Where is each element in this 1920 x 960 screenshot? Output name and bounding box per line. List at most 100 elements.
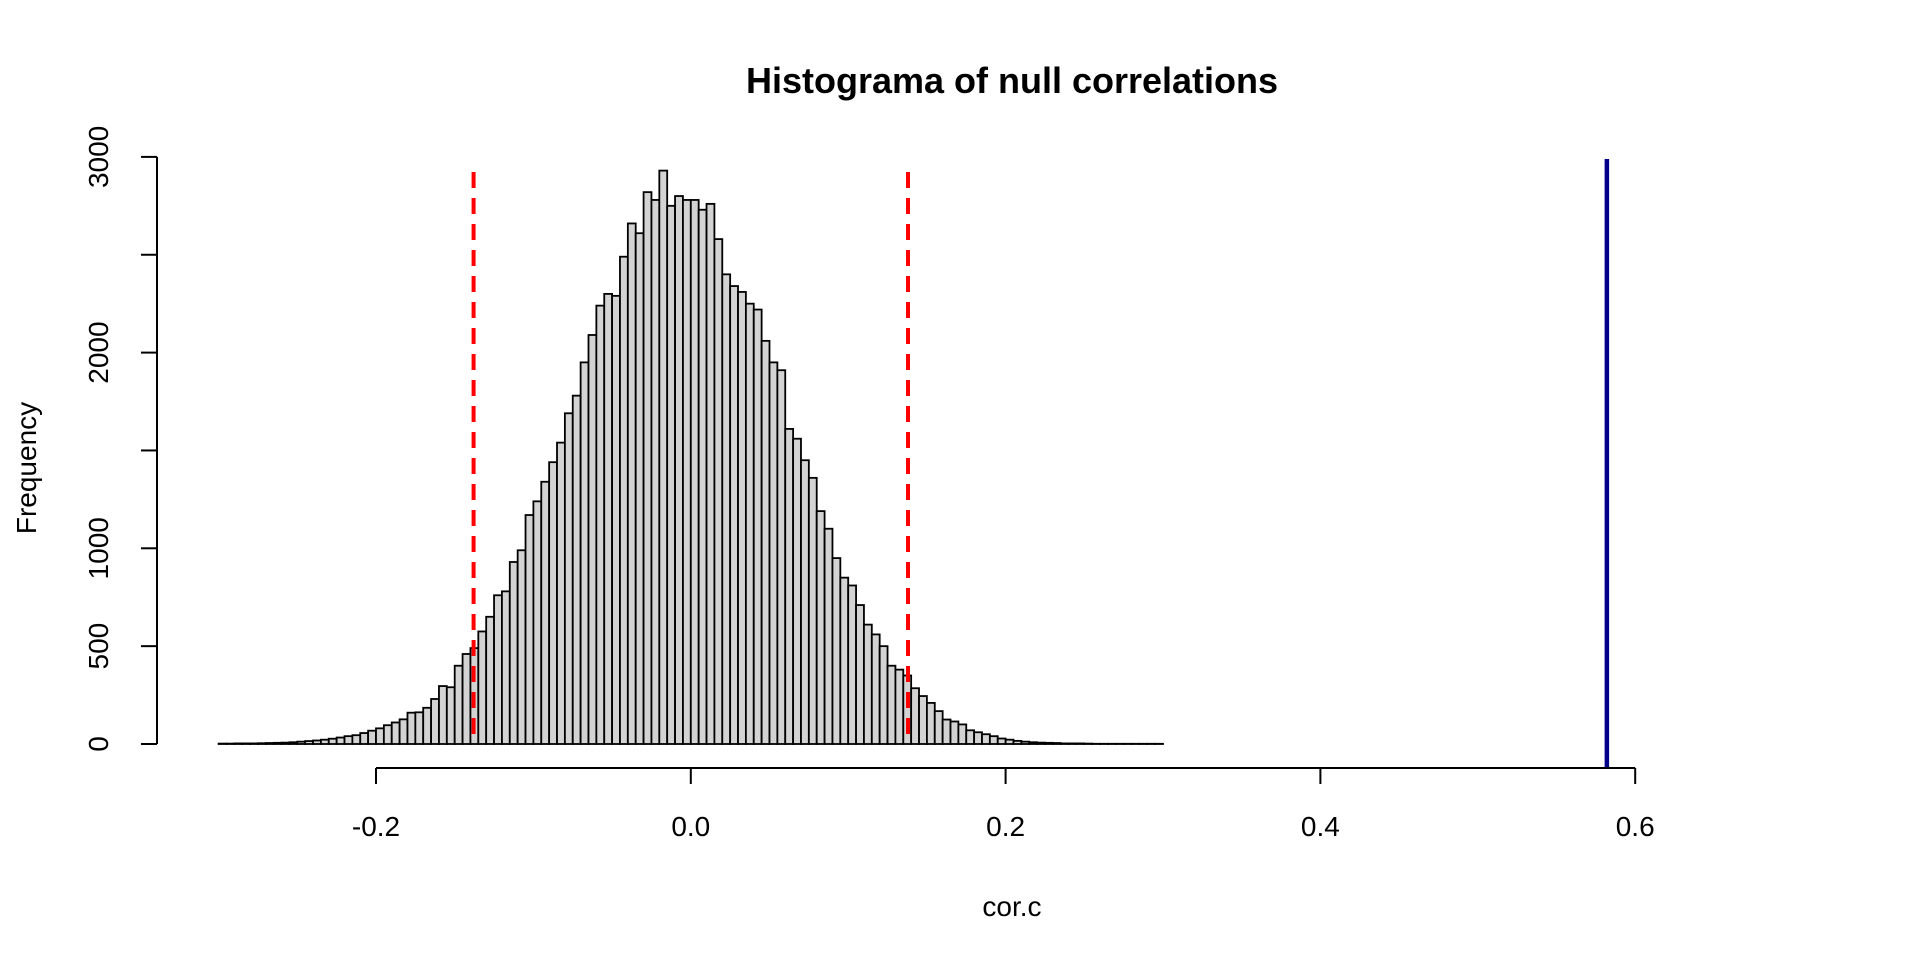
x-tick-label: -0.2 — [352, 811, 400, 842]
histogram-bar — [658, 169, 669, 745]
histogram-bar — [1059, 742, 1070, 745]
histogram-bar — [973, 731, 983, 745]
histogram-bar — [1028, 741, 1038, 745]
histogram-bar — [398, 718, 409, 745]
histogram-bar — [493, 594, 503, 745]
histogram-bar — [815, 510, 826, 745]
histogram-bar — [776, 369, 787, 745]
histogram-bar — [233, 742, 244, 745]
histogram-bar — [1075, 742, 1086, 745]
histogram-bar — [335, 736, 346, 745]
histogram-bar — [406, 711, 417, 745]
histogram-bar — [705, 202, 716, 745]
histogram-bar — [477, 630, 488, 745]
chart-title: Histograma of null correlations — [746, 60, 1278, 101]
histogram-bar — [918, 695, 928, 745]
histogram-bar — [288, 741, 299, 745]
histogram-bar — [296, 740, 307, 745]
histogram-bar — [768, 361, 779, 745]
histogram-bar — [626, 222, 637, 745]
histogram-bar — [965, 729, 976, 745]
histogram-bar — [666, 204, 676, 745]
histogram-bar — [1020, 740, 1031, 745]
x-tick-label: 0.6 — [1616, 811, 1655, 842]
histogram-bar — [343, 735, 354, 745]
histogram-bar — [1044, 741, 1054, 745]
histogram-bar — [1036, 741, 1046, 745]
histogram-bar — [894, 668, 905, 745]
histogram-bar — [839, 576, 850, 745]
histogram-bar — [650, 199, 661, 745]
histogram-bar — [382, 724, 393, 745]
histogram-bar — [721, 273, 732, 745]
histogram-bar — [957, 723, 968, 745]
histogram-bar — [524, 514, 535, 745]
histogram-bar — [713, 238, 724, 745]
histogram-bar — [642, 191, 653, 745]
histogram-bar — [800, 459, 810, 745]
histogram-bar — [981, 733, 991, 745]
histogram-bar — [390, 721, 401, 745]
histogram-bar — [823, 527, 834, 745]
histogram-bar — [438, 685, 448, 745]
histogram-bar — [870, 633, 881, 745]
histogram-bar — [563, 412, 574, 745]
histogram-bar — [595, 304, 606, 745]
histogram-bar — [241, 742, 251, 745]
histogram-bar — [571, 394, 582, 745]
histogram-bar — [697, 208, 708, 745]
histogram-bar — [445, 686, 456, 745]
y-axis: 0 500 1000 2000 3000 — [83, 126, 158, 752]
histogram-bar — [611, 294, 621, 745]
histogram-bar — [556, 441, 566, 745]
x-tick-label: 0.0 — [671, 811, 710, 842]
histogram-bar — [910, 687, 920, 745]
histogram-bar — [579, 361, 590, 745]
histogram-bar — [941, 718, 952, 745]
y-tick-label: 2000 — [83, 321, 114, 383]
histogram-bar — [1012, 739, 1023, 745]
histogram-bar — [737, 291, 747, 745]
histogram-bar — [1051, 742, 1062, 745]
histogram-bar — [359, 732, 370, 745]
x-axis-label: cor.c — [982, 891, 1041, 922]
histogram-bar — [933, 710, 944, 745]
y-tick-label: 0 — [83, 736, 114, 752]
histogram-bar — [949, 720, 960, 745]
y-tick-label: 1000 — [83, 517, 114, 579]
histogram-bar — [682, 199, 692, 745]
histogram-bar — [414, 711, 425, 745]
histogram-bar — [312, 739, 322, 745]
y-axis-label: Frequency — [11, 402, 42, 534]
histogram-bar — [532, 500, 543, 745]
histogram-bar — [752, 308, 763, 745]
histogram-bars — [217, 169, 1164, 745]
reference-lines — [471, 159, 1610, 767]
histogram-bar — [548, 461, 558, 745]
histogram-bar — [855, 604, 865, 745]
histogram-bar — [461, 653, 472, 745]
histogram-bar — [996, 737, 1007, 745]
histogram-bar — [422, 706, 432, 745]
y-tick-label: 500 — [83, 623, 114, 670]
histogram-bar — [847, 584, 857, 745]
histogram-bar — [674, 195, 684, 745]
histogram-bar — [516, 549, 527, 745]
histogram-bar — [689, 199, 700, 745]
histogram-bar — [540, 480, 551, 745]
histogram-bar — [501, 590, 511, 745]
histogram-bar — [886, 664, 897, 745]
histogram-bar — [603, 292, 613, 745]
histogram-bar — [760, 339, 771, 745]
histogram-bar — [430, 698, 440, 745]
histogram-bar — [453, 664, 464, 745]
histogram-bar — [587, 334, 598, 745]
histogram-bar — [729, 285, 739, 745]
x-tick-label: 0.2 — [986, 811, 1025, 842]
histogram-bar — [249, 742, 259, 745]
histogram-bar — [1067, 742, 1078, 745]
x-axis: -0.2 0.0 0.2 0.4 0.6 — [352, 767, 1655, 842]
histogram-bar — [272, 741, 283, 745]
histogram-bar — [619, 255, 629, 745]
